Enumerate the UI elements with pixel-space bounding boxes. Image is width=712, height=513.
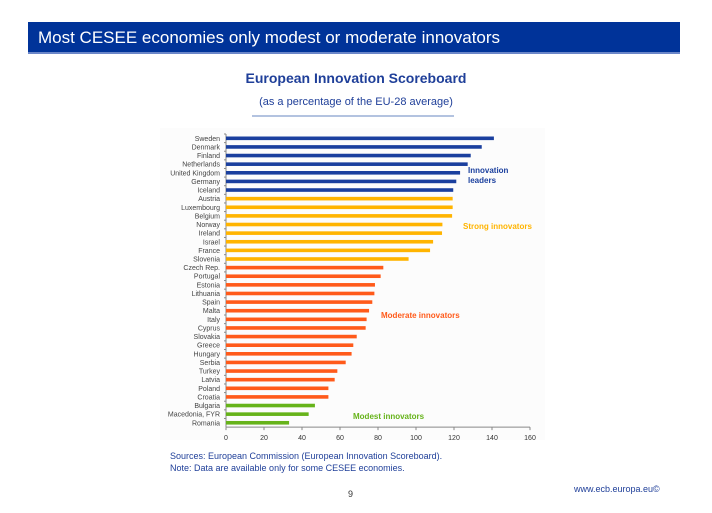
page-number: 9 <box>348 489 354 499</box>
category-label: Slovakia <box>194 334 221 341</box>
bar-denmark <box>226 145 482 149</box>
category-label: Estonia <box>197 282 220 289</box>
category-label: Denmark <box>192 144 221 151</box>
group-label: Innovation <box>468 166 509 175</box>
x-tick-label: 0 <box>224 435 228 442</box>
group-label: Strong innovators <box>463 222 532 231</box>
group-label: Modest innovators <box>353 412 425 421</box>
category-label: Romania <box>192 420 220 427</box>
bar-austria <box>226 196 453 201</box>
category-label: Latvia <box>201 377 220 384</box>
category-label: Sweden <box>195 136 220 143</box>
bar-luxembourg <box>226 205 453 210</box>
bar-slovakia <box>226 334 357 339</box>
bar-croatia <box>226 395 329 399</box>
bar-turkey <box>226 369 338 373</box>
bar-portugal <box>226 274 381 279</box>
category-label: Italy <box>207 317 220 324</box>
website-link[interactable]: www.ecb.europa.eu© <box>574 484 660 494</box>
category-label: Macedonia, FYR <box>168 412 220 419</box>
bar-latvia <box>226 377 335 382</box>
category-label: Norway <box>196 222 220 229</box>
chart-title: European Innovation Scoreboard <box>245 70 467 86</box>
bar-lithuania <box>226 291 375 296</box>
bar-ireland <box>226 231 443 235</box>
divider <box>252 115 454 117</box>
chart-subtitle: (as a percentage of the EU-28 average) <box>259 96 453 108</box>
bar-italy <box>226 317 367 322</box>
category-label: Hungary <box>194 351 221 358</box>
bar-france <box>226 248 431 253</box>
x-tick-label: 140 <box>486 435 498 442</box>
bar-united-kingdom <box>226 170 461 175</box>
category-label: Portugal <box>194 274 221 281</box>
category-label: Serbia <box>200 360 220 367</box>
group-label: Moderate innovators <box>381 311 460 320</box>
bar-belgium <box>226 214 453 218</box>
slide-title: Most CESEE economies only modest or mode… <box>28 22 680 54</box>
category-label: Croatia <box>197 394 220 401</box>
x-tick-label: 100 <box>410 435 422 442</box>
category-label: Lithuania <box>192 291 221 298</box>
bar-bulgaria <box>226 403 315 408</box>
bar-israel <box>226 239 434 244</box>
sources: Sources: European Commission (European I… <box>170 451 443 461</box>
category-label: Netherlands <box>182 162 220 169</box>
x-tick-label: 80 <box>374 435 382 442</box>
bar-estonia <box>226 283 375 287</box>
bar-hungary <box>226 352 352 356</box>
bar-macedonia-fyr <box>226 412 309 416</box>
category-label: Greece <box>197 343 220 350</box>
category-label: Belgium <box>195 213 220 220</box>
bar-iceland <box>226 188 454 192</box>
bar-czech-rep- <box>226 265 384 270</box>
category-label: France <box>198 248 220 255</box>
x-tick-label: 20 <box>260 435 268 442</box>
group-label: leaders <box>468 176 497 185</box>
category-label: Luxembourg <box>181 205 220 212</box>
bar-slovenia <box>226 257 409 261</box>
bar-romania <box>226 420 290 425</box>
bar-poland <box>226 386 329 391</box>
category-label: Cyprus <box>198 325 221 332</box>
bar-serbia <box>226 360 346 365</box>
x-tick-label: 60 <box>336 435 344 442</box>
bar-malta <box>226 308 370 313</box>
category-label: Poland <box>198 386 220 393</box>
note: Note: Data are available only for some C… <box>170 463 405 473</box>
category-label: Malta <box>203 308 220 315</box>
category-label: Iceland <box>197 188 220 195</box>
category-label: United Kingdom <box>170 170 220 177</box>
category-label: Czech Rep. <box>183 265 220 272</box>
bar-cyprus <box>226 326 366 330</box>
category-label: Israel <box>203 239 221 246</box>
category-label: Turkey <box>199 369 221 376</box>
category-label: Finland <box>197 153 220 160</box>
category-label: Germany <box>191 179 220 186</box>
bar-spain <box>226 300 373 304</box>
bar-germany <box>226 179 457 184</box>
x-tick-label: 120 <box>448 435 460 442</box>
category-label: Ireland <box>199 231 221 238</box>
bar-finland <box>226 153 471 158</box>
bar-netherlands <box>226 162 468 166</box>
bar-sweden <box>226 136 494 141</box>
category-label: Slovenia <box>193 256 220 263</box>
category-label: Spain <box>202 300 220 307</box>
sources-note: Sources: European Commission (European I… <box>170 450 442 474</box>
x-tick-label: 40 <box>298 435 306 442</box>
bar-norway <box>226 222 443 227</box>
x-tick-label: 160 <box>524 435 536 442</box>
category-label: Bulgaria <box>194 403 220 410</box>
bar-greece <box>226 343 354 347</box>
category-label: Austria <box>198 196 220 203</box>
